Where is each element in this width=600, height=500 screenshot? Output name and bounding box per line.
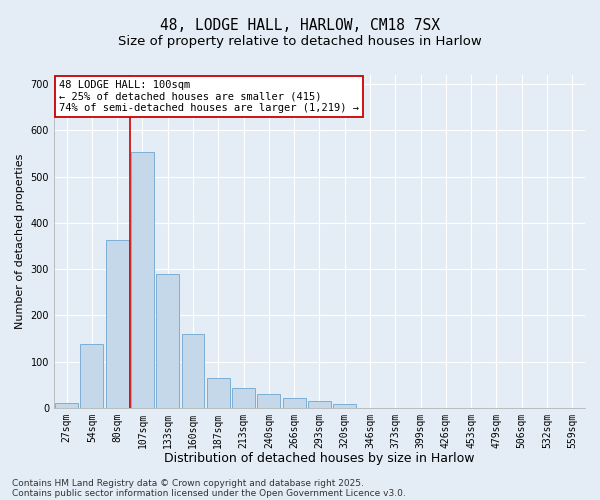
Bar xyxy=(182,334,205,407)
Y-axis label: Number of detached properties: Number of detached properties xyxy=(15,154,25,329)
Bar xyxy=(232,388,255,407)
Bar xyxy=(55,403,78,407)
Bar xyxy=(131,152,154,407)
Text: Contains HM Land Registry data © Crown copyright and database right 2025.: Contains HM Land Registry data © Crown c… xyxy=(12,478,364,488)
Bar xyxy=(106,240,128,408)
Bar xyxy=(80,344,103,408)
Bar xyxy=(334,404,356,407)
Text: 48 LODGE HALL: 100sqm
← 25% of detached houses are smaller (415)
74% of semi-det: 48 LODGE HALL: 100sqm ← 25% of detached … xyxy=(59,80,359,113)
Bar xyxy=(157,274,179,407)
Bar xyxy=(308,401,331,407)
Bar xyxy=(283,398,305,407)
Text: 48, LODGE HALL, HARLOW, CM18 7SX: 48, LODGE HALL, HARLOW, CM18 7SX xyxy=(160,18,440,32)
Text: Contains public sector information licensed under the Open Government Licence v3: Contains public sector information licen… xyxy=(12,488,406,498)
X-axis label: Distribution of detached houses by size in Harlow: Distribution of detached houses by size … xyxy=(164,452,475,465)
Text: Size of property relative to detached houses in Harlow: Size of property relative to detached ho… xyxy=(118,35,482,48)
Bar xyxy=(207,378,230,408)
Bar xyxy=(257,394,280,407)
